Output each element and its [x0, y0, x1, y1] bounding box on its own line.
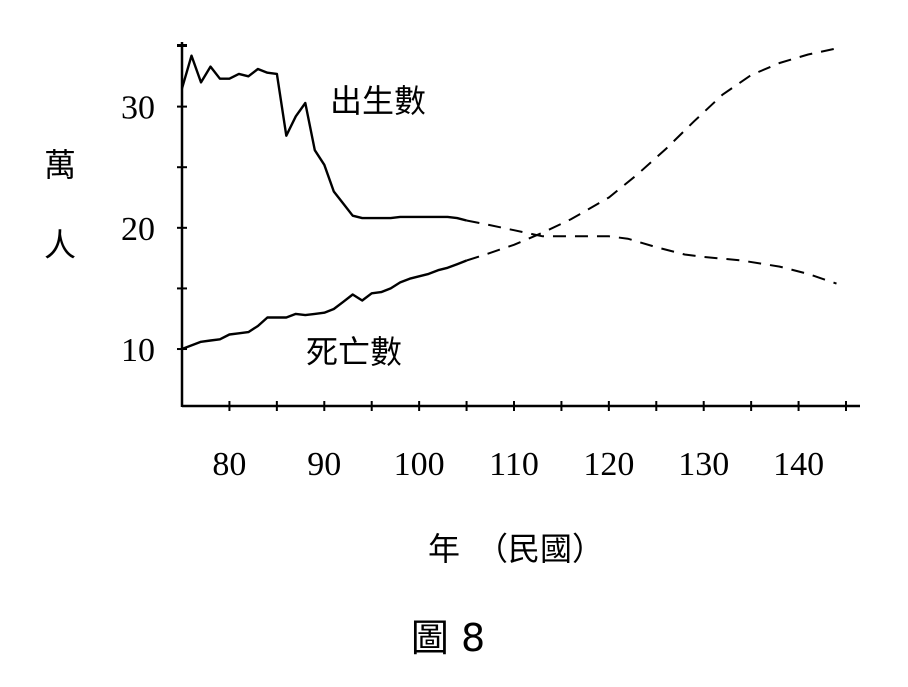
figure-caption: 圖 8: [411, 616, 485, 660]
x-axis-title: 年 （民國）: [428, 530, 604, 568]
x-tick-label: 80: [212, 446, 246, 483]
series-births-projected-line: [466, 219, 837, 285]
x-tick-marks: [228, 401, 847, 411]
series-births-observed-line: [180, 54, 467, 222]
series-label-births: 出生數: [330, 82, 426, 120]
x-tick-label: 130: [678, 446, 729, 483]
x-tick-label: 100: [394, 446, 445, 483]
plot-area: [177, 42, 860, 411]
y-tick-labels: 10 20 30: [121, 90, 155, 369]
x-tick-label: 140: [773, 446, 824, 483]
x-tick-label: 90: [307, 446, 341, 483]
y-tick-label: 20: [121, 211, 155, 248]
series-deaths-projected-line: [466, 47, 837, 262]
series-deaths-observed-line: [181, 259, 468, 351]
y-axis-title-char-1: 萬: [44, 146, 76, 184]
series-lines: [180, 47, 837, 351]
y-axis-title-char-2: 人: [44, 226, 76, 264]
x-tick-label: 110: [489, 446, 539, 483]
y-tick-marks: [177, 44, 187, 351]
y-tick-label: 30: [121, 90, 155, 127]
y-tick-label: 10: [121, 332, 155, 369]
series-label-deaths: 死亡數: [306, 333, 402, 371]
x-tick-labels: 80 90 100 110 120 130 140: [212, 446, 824, 483]
y-axis-title: 萬 人: [44, 146, 76, 264]
x-tick-label: 120: [583, 446, 634, 483]
